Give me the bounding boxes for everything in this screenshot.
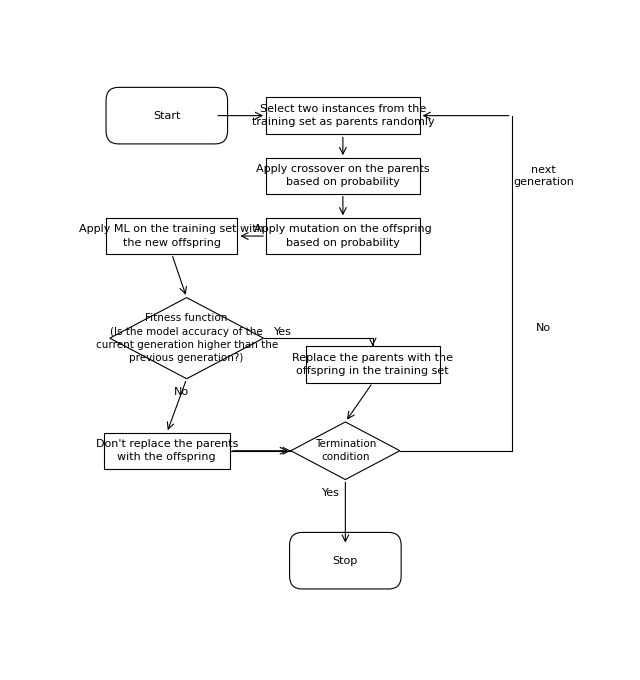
FancyBboxPatch shape [306,346,440,383]
Polygon shape [291,422,400,479]
FancyBboxPatch shape [266,218,420,254]
Text: Stop: Stop [333,556,358,566]
Text: Fitness function
(Is the model accuracy of the
current generation higher than th: Fitness function (Is the model accuracy … [95,313,278,363]
Text: Yes: Yes [275,327,292,337]
Text: Replace the parents with the
offspring in the training set: Replace the parents with the offspring i… [292,353,453,376]
FancyBboxPatch shape [104,433,230,469]
Text: No: No [174,387,189,397]
Text: No: No [536,323,551,333]
FancyBboxPatch shape [266,158,420,194]
Text: Don't replace the parents
with the offspring: Don't replace the parents with the offsp… [95,439,238,462]
Text: Apply crossover on the parents
based on probability: Apply crossover on the parents based on … [256,165,429,188]
Text: Start: Start [153,111,180,120]
Text: next
generation: next generation [513,165,574,186]
FancyBboxPatch shape [106,218,237,254]
Text: Apply ML on the training set with
the new offspring: Apply ML on the training set with the ne… [79,224,264,248]
Text: Termination
condition: Termination condition [315,439,376,462]
FancyBboxPatch shape [266,97,420,135]
Text: Yes: Yes [321,488,339,498]
Text: Apply mutation on the offspring
based on probability: Apply mutation on the offspring based on… [254,224,432,248]
FancyBboxPatch shape [289,532,401,589]
Polygon shape [110,298,264,379]
FancyBboxPatch shape [106,87,228,144]
Text: Select two instances from the
training set as parents randomly: Select two instances from the training s… [252,104,434,127]
